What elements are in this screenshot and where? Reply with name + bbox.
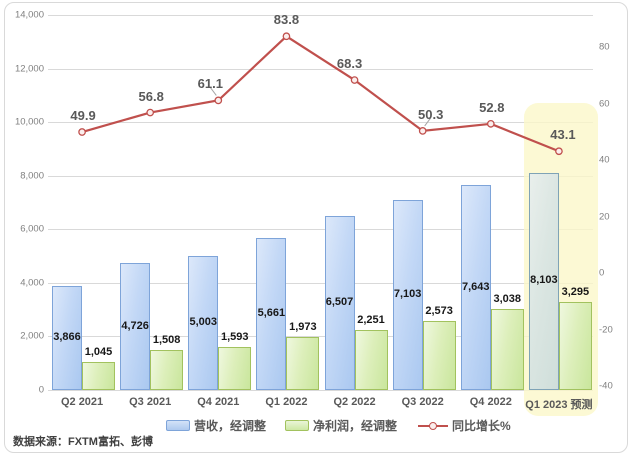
revenue-bar bbox=[392, 199, 423, 390]
right-axis-tick: 40 bbox=[599, 154, 610, 166]
gridline bbox=[48, 122, 593, 124]
legend-item-profit: 净利润，经调整 bbox=[285, 418, 398, 433]
legend-label-growth: 同比增长% bbox=[452, 418, 511, 433]
growth-value-label: 50.3 bbox=[418, 106, 444, 122]
legend-item-revenue: 营收，经调整 bbox=[166, 418, 267, 433]
right-axis-tick: 80 bbox=[599, 41, 610, 53]
revenue-bar bbox=[460, 185, 491, 390]
revenue-swatch-icon bbox=[166, 419, 190, 431]
x-axis-label: Q3 2021 bbox=[129, 396, 172, 408]
revenue-value-label: 3,866 bbox=[53, 331, 81, 344]
profit-bar bbox=[422, 321, 456, 390]
gridline bbox=[48, 390, 593, 391]
revenue-value-label: 5,003 bbox=[189, 315, 218, 328]
left-axis-tick: 12,000 bbox=[14, 63, 44, 75]
profit-value-label: 1,593 bbox=[220, 331, 249, 344]
left-axis-tick: 10,000 bbox=[14, 116, 44, 128]
x-axis-label: Q4 2022 bbox=[469, 396, 512, 408]
profit-value-label: 1,045 bbox=[84, 346, 113, 358]
profit-bar bbox=[286, 337, 320, 390]
growth-value-label: 43.1 bbox=[550, 127, 576, 143]
right-axis-tick: -20 bbox=[599, 324, 613, 335]
gridline bbox=[48, 175, 593, 177]
growth-value-label: 52.8 bbox=[479, 99, 505, 115]
gridline bbox=[48, 229, 593, 231]
profit-bar bbox=[354, 329, 388, 390]
gridline bbox=[48, 68, 593, 70]
revenue-value-label: 6,507 bbox=[325, 295, 354, 308]
revenue-bar bbox=[324, 215, 355, 390]
revenue-value-label: 7,643 bbox=[461, 280, 490, 293]
x-axis-label: Q2 2022 bbox=[333, 396, 376, 408]
legend-label-profit: 净利润，经调整 bbox=[313, 418, 398, 433]
gridline bbox=[48, 15, 593, 16]
revenue-bar bbox=[52, 286, 82, 390]
growth-value-label: 49.9 bbox=[70, 108, 96, 124]
profit-swatch-icon bbox=[285, 419, 309, 431]
revenue-bar bbox=[256, 238, 287, 390]
profit-value-label: 1,973 bbox=[289, 321, 317, 334]
x-axis-label: Q3 2022 bbox=[401, 396, 444, 408]
profit-bar bbox=[150, 349, 184, 390]
profit-value-label: 1,508 bbox=[152, 333, 181, 346]
right-axis-tick: -40 bbox=[599, 380, 613, 392]
profit-value-label: 3,295 bbox=[561, 285, 590, 298]
left-axis-tick: 6,000 bbox=[20, 223, 44, 235]
gridline bbox=[48, 282, 593, 284]
legend-label-revenue: 营收，经调整 bbox=[194, 418, 267, 433]
left-axis-tick: 2,000 bbox=[20, 330, 44, 342]
revenue-bar bbox=[120, 263, 151, 390]
x-axis-label: Q1 2022 bbox=[265, 396, 308, 408]
left-axis-tick: 8,000 bbox=[20, 170, 44, 182]
profit-bar bbox=[490, 308, 524, 390]
left-axis-tick: 0 bbox=[38, 384, 44, 396]
revenue-value-label: 4,726 bbox=[121, 319, 149, 332]
right-axis-tick: 0 bbox=[599, 267, 605, 279]
growth-value-label: 56.8 bbox=[138, 88, 164, 104]
growth-value-label: 68.3 bbox=[336, 56, 363, 72]
growth-line-marker-icon bbox=[418, 420, 448, 431]
revenue-value-label: 8,103 bbox=[530, 274, 558, 287]
growth-value-label: 61.1 bbox=[197, 76, 223, 92]
profit-value-label: 2,573 bbox=[425, 305, 453, 318]
x-axis-label: Q4 2021 bbox=[197, 396, 240, 408]
profit-value-label: 3,038 bbox=[493, 292, 522, 305]
profit-value-label: 2,251 bbox=[357, 313, 385, 326]
x-axis-label: Q2 2021 bbox=[60, 396, 104, 408]
profit-bar bbox=[558, 301, 592, 390]
revenue-bar bbox=[528, 172, 559, 390]
revenue-value-label: 7,103 bbox=[393, 287, 422, 300]
data-source-note: 数据来源：FXTM富拓、彭博 bbox=[13, 436, 153, 448]
revenue-value-label: 5,661 bbox=[257, 307, 286, 320]
legend-item-growth: 同比增长% bbox=[418, 418, 511, 433]
gridline bbox=[48, 336, 593, 338]
profit-bar bbox=[218, 347, 252, 390]
right-axis-tick: 20 bbox=[599, 211, 610, 222]
x-axis-label: Q1 2023 预测 bbox=[525, 399, 593, 411]
right-axis-tick: 60 bbox=[599, 98, 610, 109]
left-axis-tick: 4,000 bbox=[20, 277, 44, 289]
revenue-bar bbox=[188, 255, 219, 390]
growth-value-label: 83.8 bbox=[273, 12, 300, 28]
left-axis-tick: 14,000 bbox=[14, 9, 44, 21]
profit-bar bbox=[82, 362, 115, 390]
